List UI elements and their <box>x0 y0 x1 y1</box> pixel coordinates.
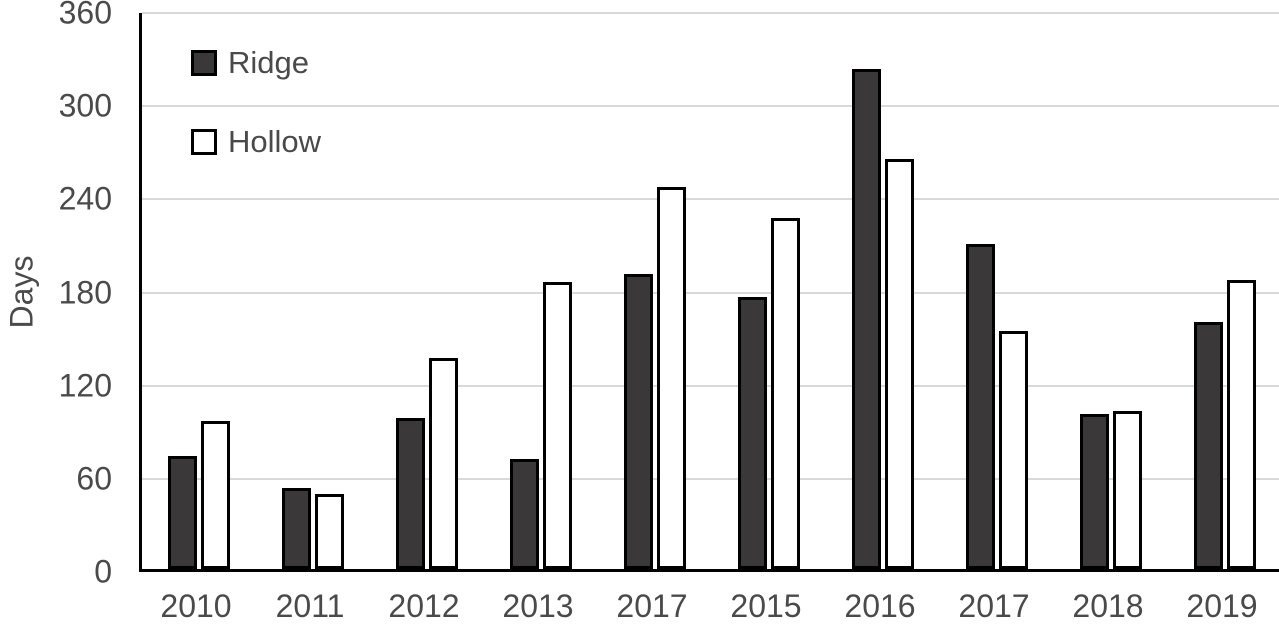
gridline-120 <box>142 384 1279 387</box>
bar-ridge-2012-2 <box>396 418 425 569</box>
bar-hollow-2018-8 <box>1113 411 1142 569</box>
x-tick-label-2013-3: 2013 <box>502 588 574 624</box>
legend: Ridge Hollow <box>191 47 321 205</box>
x-tick-label-2015-5: 2015 <box>730 588 802 624</box>
y-tick-label-120: 120 <box>58 367 112 404</box>
legend-label-hollow: Hollow <box>228 124 322 159</box>
ridge-swatch-icon <box>191 49 217 76</box>
bar-hollow-2015-5 <box>771 218 800 569</box>
bar-ridge-2017-7 <box>966 244 995 569</box>
y-tick-label-360: 360 <box>58 0 112 31</box>
x-tick-label-2016-6: 2016 <box>844 588 916 624</box>
x-tick-label-2017-4: 2017 <box>616 588 688 624</box>
bar-ridge-2013-3 <box>510 459 539 569</box>
legend-item-hollow: Hollow <box>191 126 321 157</box>
bar-ridge-2010-0 <box>168 456 197 569</box>
y-tick-label-180: 180 <box>58 274 112 310</box>
gridline-240 <box>142 198 1279 201</box>
x-tick-label-2018-8: 2018 <box>1072 588 1144 624</box>
legend-item-ridge: Ridge <box>191 47 321 78</box>
gridline-180 <box>142 291 1279 294</box>
x-tick-label-2019-9: 2019 <box>1186 588 1258 624</box>
x-tick-label-2017-7: 2017 <box>958 588 1030 624</box>
bar-hollow-2016-6 <box>885 159 914 569</box>
bar-hollow-2017-4 <box>657 187 686 569</box>
bar-ridge-2018-8 <box>1080 414 1109 569</box>
y-tick-label-300: 300 <box>58 87 112 124</box>
gridline-60 <box>142 477 1279 480</box>
bar-hollow-2012-2 <box>429 358 458 569</box>
bar-hollow-2010-0 <box>201 421 230 569</box>
y-tick-label-240: 240 <box>58 180 112 217</box>
x-tick-label-2011-1: 2011 <box>275 588 345 624</box>
gridline-300 <box>142 105 1279 108</box>
y-axis-title: Days <box>3 255 40 329</box>
bar-ridge-2017-4 <box>624 274 653 569</box>
bar-hollow-2013-3 <box>543 282 572 569</box>
bar-hollow-2017-7 <box>999 331 1028 569</box>
y-tick-label-60: 60 <box>76 460 112 497</box>
x-tick-label-2010-0: 2010 <box>160 588 232 624</box>
gridline-360 <box>142 12 1279 14</box>
bar-ridge-2016-6 <box>852 69 881 569</box>
bar-hollow-2019-9 <box>1227 280 1256 569</box>
bar-ridge-2011-1 <box>282 488 311 569</box>
x-tick-label-2012-2: 2012 <box>388 588 460 624</box>
bar-ridge-2019-9 <box>1194 322 1223 569</box>
y-tick-label-0: 0 <box>94 553 112 590</box>
bar-ridge-2015-5 <box>738 297 767 569</box>
legend-label-ridge: Ridge <box>228 45 309 80</box>
plot-area: Ridge Hollow <box>139 12 1279 572</box>
bar-hollow-2011-1 <box>315 494 344 569</box>
hollow-swatch-icon <box>191 128 217 155</box>
